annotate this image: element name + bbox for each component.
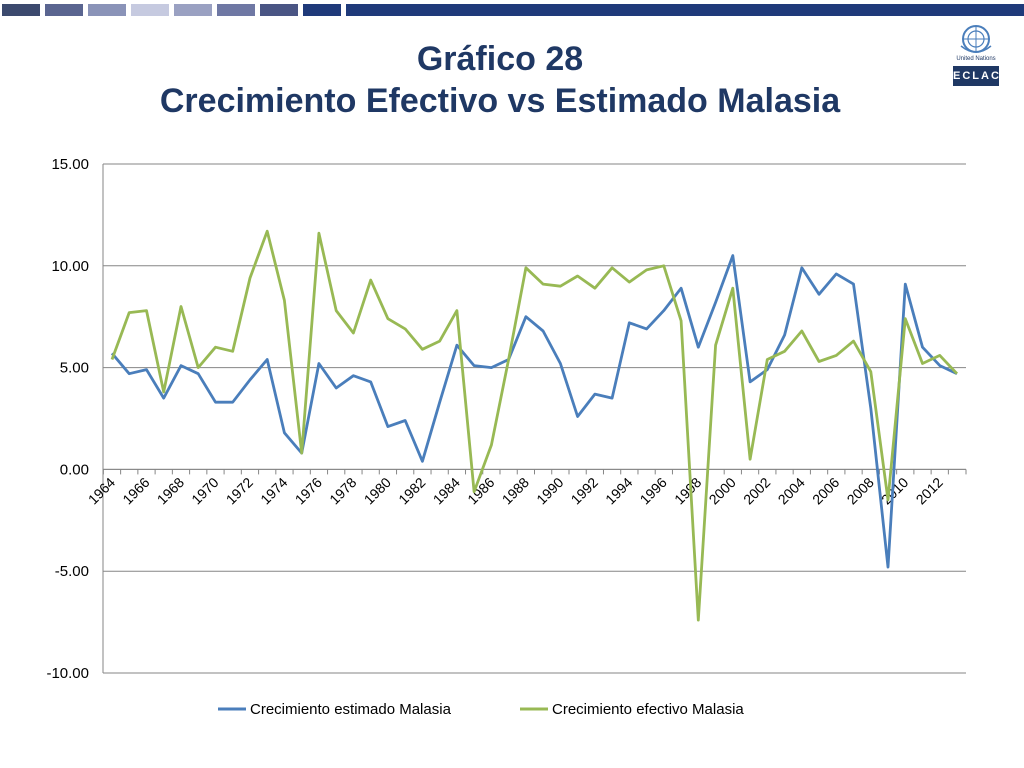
x-tick-label: 1988	[499, 474, 532, 507]
chart-title: Crecimiento Efectivo vs Estimado Malasia	[159, 82, 841, 120]
x-tick-label: 2012	[913, 474, 946, 507]
y-axis-tick-labels: 15.00 10.00 5.00 0.00 -5.00 -10.00	[46, 156, 89, 682]
x-tick-label: 1970	[188, 474, 221, 507]
x-tick-label: 1976	[292, 474, 325, 507]
y-tick-label: 10.00	[51, 258, 89, 275]
x-tick-label: 1986	[464, 474, 497, 507]
x-tick-label: 1982	[395, 474, 428, 507]
top-bar-segment	[217, 4, 255, 16]
series-line	[110, 254, 958, 569]
x-tick-label: 1996	[637, 474, 670, 507]
chart-number-title: Gráfico 28	[416, 40, 584, 78]
top-bar-segment	[260, 4, 298, 16]
chart-gridlines	[103, 163, 966, 674]
x-tick-label: 1974	[257, 474, 290, 507]
x-tick-label: 1980	[361, 474, 394, 507]
x-tick-label: 1994	[602, 474, 635, 507]
legend-entry-label: Crecimiento efectivo Malasia	[552, 701, 744, 718]
x-tick-label: 1966	[119, 474, 152, 507]
series-line	[110, 229, 959, 622]
top-bar-segment	[45, 4, 83, 16]
x-tick-label: 2000	[706, 474, 739, 507]
slide-title: Gráfico 28 Crecimiento Efectivo vs Estim…	[0, 38, 1000, 122]
x-tick-label: 2008	[844, 474, 877, 507]
x-tick-label: 1984	[430, 474, 463, 507]
legend-entry-label: Crecimiento estimado Malasia	[250, 701, 452, 718]
x-tick-label: 1968	[154, 474, 187, 507]
y-tick-label: -5.00	[55, 563, 89, 580]
top-bar-segment	[131, 4, 169, 16]
x-tick-label: 2010	[878, 474, 911, 507]
y-tick-label: 5.00	[60, 360, 89, 377]
top-bar-segment	[2, 4, 40, 16]
x-axis-tick-labels: 1964 1966 1968 1970 1972 1974 1976 1978 1980 1982…	[85, 474, 946, 507]
y-tick-label: -10.00	[46, 665, 89, 682]
x-tick-label: 1990	[533, 474, 566, 507]
x-tick-label: 1998	[671, 474, 704, 507]
chart-legend: Crecimiento estimado Malasia Crecimiento …	[218, 701, 744, 718]
y-tick-label: 0.00	[60, 461, 89, 478]
top-decorative-bar	[0, 0, 1024, 20]
x-tick-label: 2006	[809, 474, 842, 507]
x-tick-label: 1972	[223, 474, 256, 507]
x-tick-label: 1992	[568, 474, 601, 507]
eclac-logo: United Nations ECLAC	[945, 22, 1007, 92]
x-tick-label: 1978	[326, 474, 359, 507]
x-tick-label: 1964	[85, 474, 118, 507]
top-bar-segment	[174, 4, 212, 16]
chart-axes	[102, 164, 967, 673]
top-bar-segment	[88, 4, 126, 16]
un-label: United Nations	[956, 56, 996, 62]
un-emblem-icon	[960, 25, 992, 53]
y-tick-label: 15.00	[51, 156, 89, 173]
chart-series-lines	[110, 229, 959, 622]
top-bar-segment	[303, 4, 341, 16]
eclac-label: ECLAC	[953, 66, 999, 86]
top-bar-segment	[346, 4, 1024, 16]
x-tick-label: 2002	[740, 474, 773, 507]
x-tick-label: 2004	[775, 474, 808, 507]
